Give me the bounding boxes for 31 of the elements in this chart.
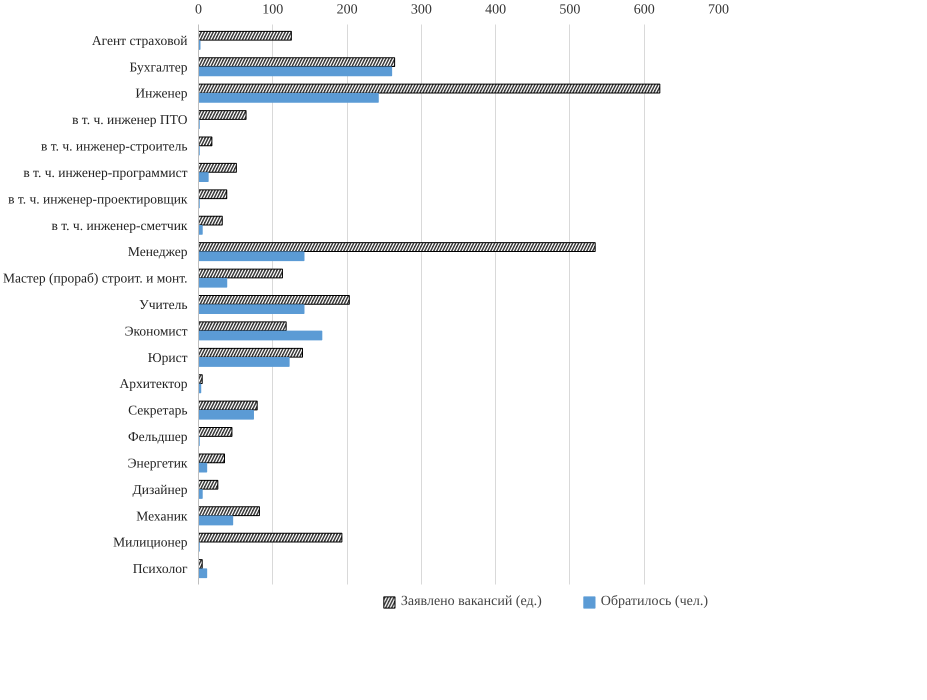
y-tick-label: в т. ч. инженер-строитель <box>40 138 188 154</box>
x-tick-label: 500 <box>559 2 580 18</box>
y-tick-label: Механик <box>136 508 188 524</box>
y-tick-label: Секретарь <box>128 402 188 418</box>
y-tick-label: Энергетик <box>128 455 188 470</box>
x-tick-label: 200 <box>336 2 358 18</box>
y-tick-label: Агент страховой <box>92 32 188 48</box>
y-tick-label: Фельдшер <box>128 429 188 444</box>
legend-label: Обратилось (чел.) <box>600 594 708 610</box>
x-tick-label: 700 <box>708 2 729 18</box>
y-tick-label: Архитектор <box>120 376 188 392</box>
y-tick-label: Менеджер <box>128 244 188 260</box>
x-tick-label: 300 <box>410 2 432 18</box>
x-tick-label: 400 <box>485 2 506 18</box>
y-tick-label: в т. ч. инженер-проектировщик <box>8 191 188 206</box>
y-tick-label: Бухгалтер <box>130 59 188 74</box>
y-tick-label: в т. ч. инженер ПТО <box>72 112 188 128</box>
y-tick-label: в т. ч. инженер-сметчик <box>52 218 188 233</box>
y-tick-label: Мастер (прораб) строит. и монт. <box>3 270 188 286</box>
y-tick-label: Учитель <box>139 297 188 312</box>
x-tick-label: 100 <box>262 2 284 18</box>
y-tick-label: Экономист <box>124 323 188 338</box>
y-tick-label: Милиционер <box>113 534 188 550</box>
y-tick-label: Дизайнер <box>132 482 188 497</box>
y-tick-label: Инженер <box>135 86 188 101</box>
legend-label: Заявлено вакансий (ед.) <box>400 594 542 610</box>
y-tick-label: в т. ч. инженер-программист <box>23 164 188 180</box>
x-tick-label: 0 <box>195 2 202 18</box>
y-tick-label: Психолог <box>132 561 188 576</box>
x-tick-label: 600 <box>634 2 655 18</box>
y-tick-label: Юрист <box>148 350 188 365</box>
